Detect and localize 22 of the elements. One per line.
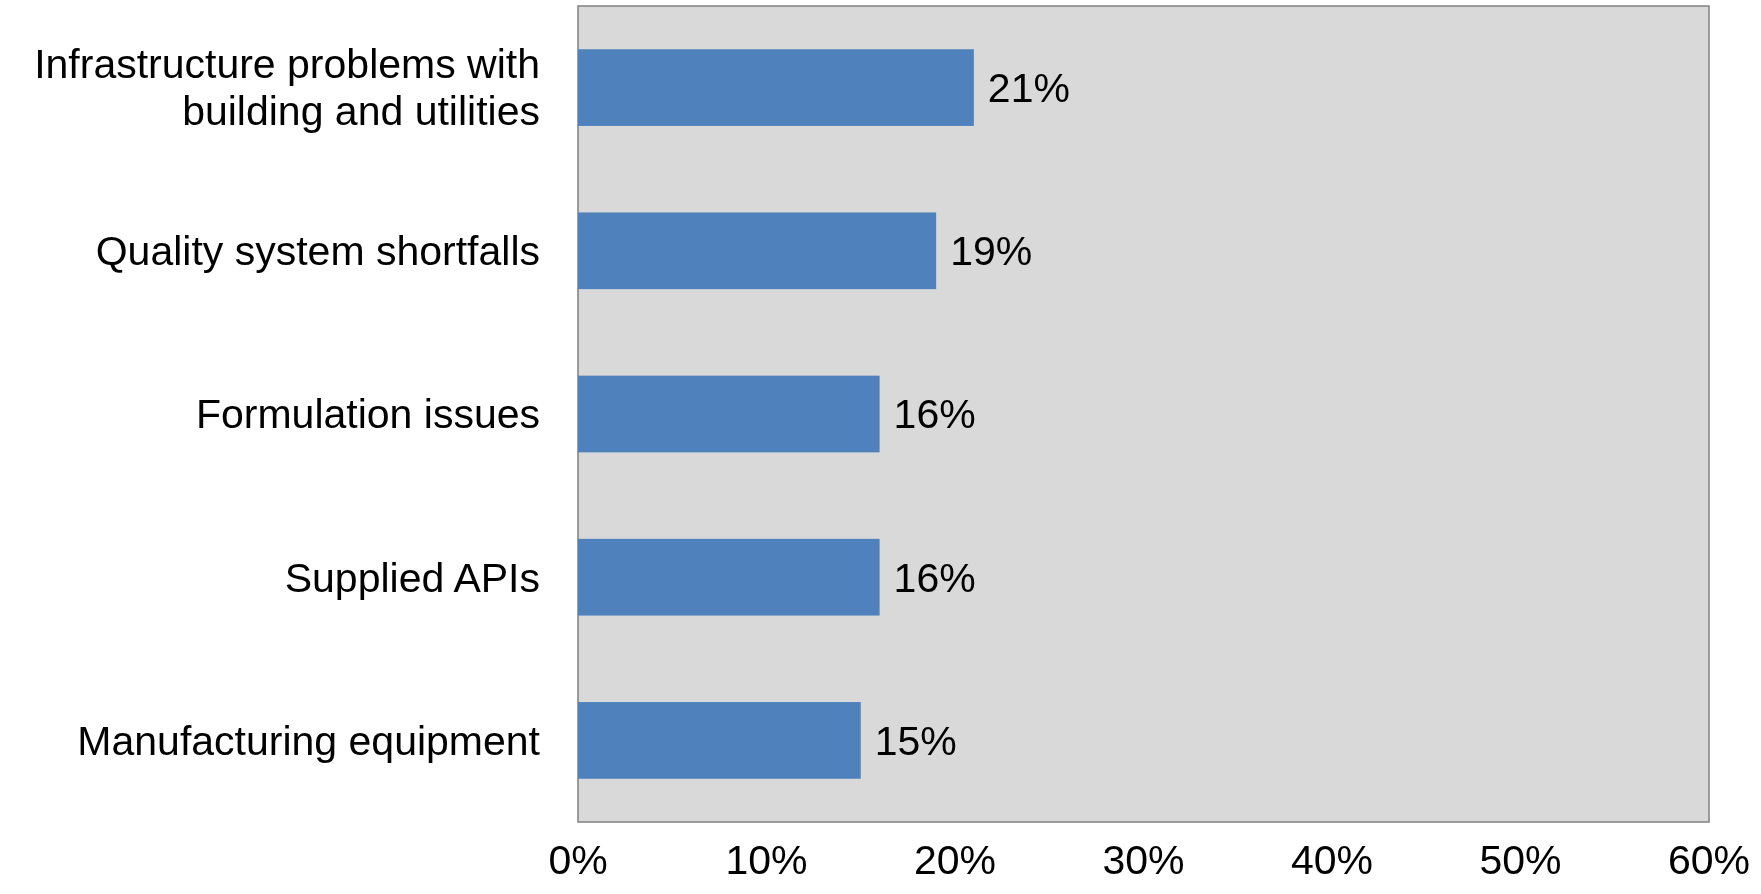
y-tick-label: Quality system shortfalls — [95, 228, 540, 275]
bar — [578, 702, 861, 779]
x-tick-label: 0% — [548, 837, 608, 883]
bar — [578, 538, 880, 616]
bar — [578, 212, 937, 290]
bar — [578, 375, 880, 453]
data-label: 16% — [893, 554, 976, 601]
x-tick-label: 20% — [913, 837, 997, 883]
x-tick-label: 10% — [725, 837, 808, 883]
data-label: 21% — [987, 64, 1070, 111]
x-tick-label: 30% — [1102, 837, 1185, 883]
y-tick-label: Manufacturing equipment — [77, 717, 541, 764]
y-tick-label: Supplied APIs — [284, 554, 540, 601]
y-tick-label: Formulation issues — [195, 391, 540, 438]
x-tick-label: 50% — [1479, 837, 1562, 883]
x-tick-label: 60% — [1667, 837, 1751, 883]
data-label: 19% — [950, 228, 1033, 275]
x-tick-label: 40% — [1290, 837, 1374, 883]
data-label: 16% — [893, 391, 976, 438]
y-tick-label: Infrastructure problems with building and utilities — [34, 41, 540, 135]
data-label: 15% — [874, 717, 957, 764]
bar — [578, 49, 974, 126]
